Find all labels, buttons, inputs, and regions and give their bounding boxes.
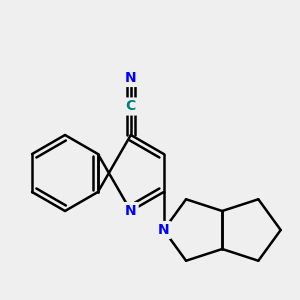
Text: C: C	[126, 100, 136, 113]
Text: N: N	[125, 204, 136, 218]
Text: N: N	[158, 223, 170, 237]
Text: N: N	[125, 71, 136, 85]
